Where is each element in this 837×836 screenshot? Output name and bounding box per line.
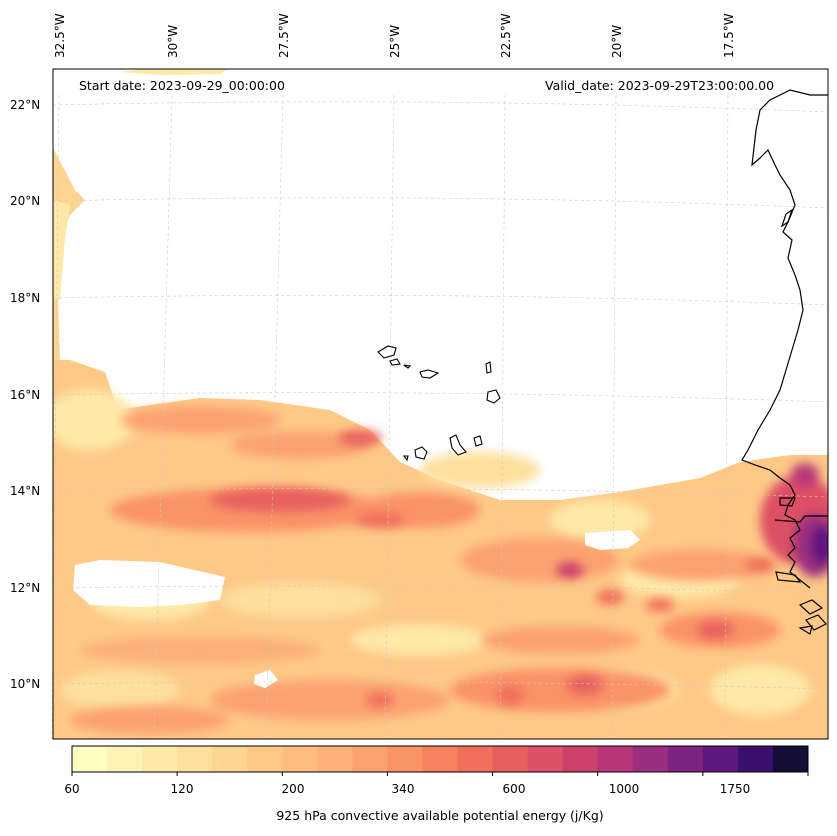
- colorbar-swatch: [282, 746, 318, 772]
- lon-label-32-5w: 32.5°W: [53, 13, 67, 58]
- colorbar-tick-1750: 1750: [719, 782, 751, 796]
- colorbar-swatch: [177, 746, 213, 772]
- colorbar-tick-60: 60: [64, 782, 80, 796]
- africa-coast: [741, 89, 828, 589]
- lon-label-25w: 25°W: [388, 24, 402, 58]
- lat-label-20n: 20°N: [10, 194, 41, 208]
- lat-label-22n: 22°N: [10, 98, 41, 112]
- colorbar-swatch: [72, 746, 108, 772]
- colorbar-swatch: [527, 746, 564, 772]
- lon-label-30w: 30°W: [166, 24, 180, 58]
- colorbar-swatch: [352, 746, 388, 772]
- lat-label-12n: 12°N: [10, 581, 41, 595]
- lat-label-14n: 14°N: [10, 484, 41, 498]
- cape-verde-islands: [377, 345, 501, 462]
- colorbar-swatch: [422, 746, 459, 772]
- colorbar-tick-1000: 1000: [608, 782, 640, 796]
- colorbar-swatch: [247, 746, 283, 772]
- colorbar: [72, 746, 809, 772]
- lon-label-27-5w: 27.5°W: [277, 13, 291, 58]
- colorbar-swatch: [702, 746, 739, 772]
- colorbar-swatch: [632, 746, 669, 772]
- low-cape-gap-3: [254, 670, 278, 688]
- colorbar-swatch: [317, 746, 353, 772]
- colorbar-swatch: [492, 746, 529, 772]
- colorbar-swatch: [737, 746, 774, 772]
- colorbar-swatch: [562, 746, 599, 772]
- colorbar-tick-600: 600: [502, 782, 526, 796]
- cape-field: [53, 69, 828, 739]
- colorbar-swatch: [597, 746, 634, 772]
- colorbar-swatch: [212, 746, 248, 772]
- start-date-label: Start date: 2023-09-29_00:00:00: [79, 78, 285, 93]
- low-cape-gap-1: [73, 560, 225, 607]
- lat-label-10n: 10°N: [10, 677, 41, 691]
- colorbar-swatch: [142, 746, 178, 772]
- lat-label-16n: 16°N: [10, 388, 41, 402]
- lon-label-17-5w: 17.5°W: [722, 13, 736, 58]
- colorbar-swatch: [387, 746, 423, 772]
- colorbar-ticks: [71, 772, 809, 776]
- colorbar-swatch: [772, 746, 809, 772]
- colorbar-swatch: [667, 746, 704, 772]
- colorbar-tick-200: 200: [281, 782, 305, 796]
- colorbar-tick-120: 120: [170, 782, 194, 796]
- map-frame: [52, 68, 829, 740]
- colorbar-tick-340: 340: [391, 782, 415, 796]
- colorbar-title: 925 hPa convective available potential e…: [276, 808, 604, 823]
- colorbar-swatch: [457, 746, 494, 772]
- low-cape-gap-2: [585, 530, 640, 550]
- lon-label-22-5w: 22.5°W: [499, 13, 513, 58]
- colorbar-frame: [71, 745, 809, 773]
- valid-date-label: Valid_date: 2023-09-29T23:00:00.00: [545, 78, 775, 93]
- lon-label-20w: 20°W: [610, 24, 624, 58]
- lat-label-18n: 18°N: [10, 291, 41, 305]
- colorbar-swatch: [107, 746, 143, 772]
- coastlines: [741, 89, 828, 635]
